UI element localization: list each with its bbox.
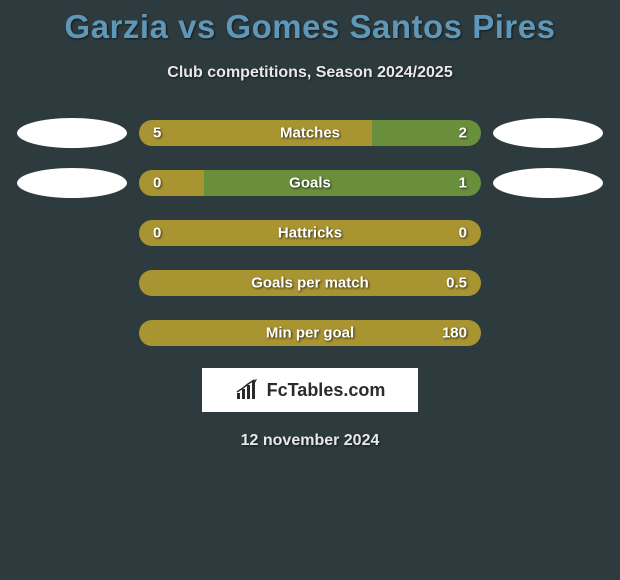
- player-right-oval: [493, 118, 603, 148]
- comparison-rows: 5 Matches 2 0 Goals 1 0 Hattricks 0 Goals per mat…: [0, 118, 620, 348]
- comparison-row: Goals per match 0.5: [0, 268, 620, 298]
- stat-value-left: 5: [153, 125, 161, 142]
- logo-badge[interactable]: FcTables.com: [202, 368, 418, 412]
- player-left-oval: [17, 168, 127, 198]
- comparison-row: 5 Matches 2: [0, 118, 620, 148]
- stat-bar: 0 Hattricks 0: [139, 220, 481, 246]
- subtitle: Club competitions, Season 2024/2025: [0, 64, 620, 82]
- comparison-row: 0 Goals 1: [0, 168, 620, 198]
- stat-bar: 0 Goals 1: [139, 170, 481, 196]
- stat-label: Goals per match: [251, 275, 369, 292]
- date-label: 12 november 2024: [0, 432, 620, 450]
- stat-value-left: 0: [153, 225, 161, 242]
- stat-value-left: 0: [153, 175, 161, 192]
- stat-label: Min per goal: [266, 325, 354, 342]
- bar-segment-right: [204, 170, 481, 196]
- logo-text: FcTables.com: [267, 380, 386, 401]
- stat-value-right: 180: [442, 325, 467, 342]
- stat-label: Hattricks: [278, 225, 342, 242]
- chart-icon: [235, 379, 261, 401]
- stat-label: Matches: [280, 125, 340, 142]
- comparison-row: 0 Hattricks 0: [0, 218, 620, 248]
- stat-value-right: 0.5: [446, 275, 467, 292]
- stat-bar: 5 Matches 2: [139, 120, 481, 146]
- stat-label: Goals: [289, 175, 331, 192]
- stat-bar: Min per goal 180: [139, 320, 481, 346]
- page-title: Garzia vs Gomes Santos Pires: [0, 8, 620, 46]
- comparison-widget: Garzia vs Gomes Santos Pires Club compet…: [0, 0, 620, 450]
- stat-value-right: 2: [459, 125, 467, 142]
- player-left-oval: [17, 118, 127, 148]
- comparison-row: Min per goal 180: [0, 318, 620, 348]
- stat-bar: Goals per match 0.5: [139, 270, 481, 296]
- bar-segment-left: [139, 170, 204, 196]
- stat-value-right: 1: [459, 175, 467, 192]
- player-right-oval: [493, 168, 603, 198]
- stat-value-right: 0: [459, 225, 467, 242]
